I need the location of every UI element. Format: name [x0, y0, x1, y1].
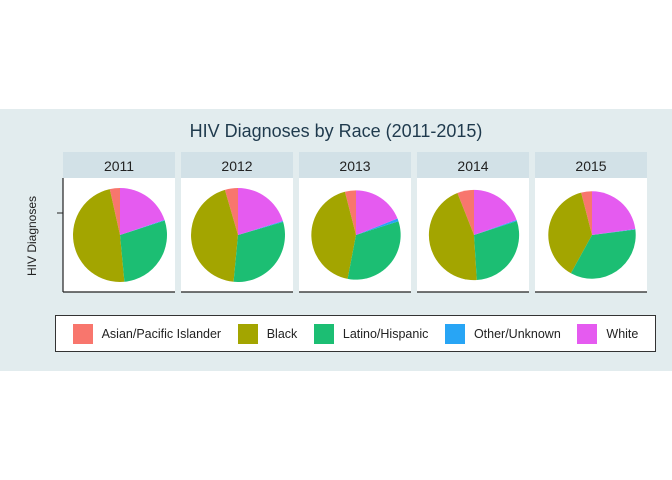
pie-slice-2015-white — [592, 191, 636, 235]
facet-label-2015: 2015 — [575, 158, 606, 174]
pie-slice-2015-asian-pacific-islander — [581, 191, 592, 235]
pie-slice-2011-black — [73, 189, 125, 282]
pie-slice-2011-asian-pacific-islander — [109, 187, 120, 235]
pie-slice-2013-black — [311, 191, 356, 279]
legend-item-latino-hispanic: Latino/Hispanic — [313, 323, 429, 344]
pie-slice-2011-other-unknown — [120, 219, 165, 235]
legend: Asian/Pacific Islander Black Latino/Hispan… — [55, 315, 656, 352]
chart-title: HIV Diagnoses by Race (2011-2015) — [189, 121, 483, 141]
pie-slice-2013-white — [356, 190, 398, 235]
facet-strip-2012 — [181, 152, 293, 178]
pie-slice-2012-black — [191, 189, 238, 282]
legend-label: Other/Unknown — [473, 326, 561, 341]
pie-slice-2012-white — [238, 188, 283, 235]
pie-slice-2013-asian-pacific-islander — [344, 190, 356, 235]
pie-slice-2011-white — [120, 188, 165, 235]
pie-slice-2015-latino-hispanic — [570, 229, 636, 279]
legend-swatch — [72, 323, 93, 344]
pie-slice-2014-latino-hispanic — [474, 221, 520, 281]
legend-item-black: Black — [237, 323, 298, 344]
facet-label-2011: 2011 — [104, 158, 134, 174]
facet-label-2014: 2014 — [457, 158, 488, 174]
legend-item-white: White — [577, 323, 639, 344]
pie-slice-2014-black — [428, 193, 477, 281]
pie-slice-2015-black — [548, 192, 592, 274]
facet-strip-2013 — [299, 152, 411, 178]
legend-swatch — [577, 323, 598, 344]
pie-slice-2013-other-unknown — [356, 218, 399, 235]
facet-strip-2014 — [417, 152, 529, 178]
legend-label: Asian/Pacific Islander — [101, 326, 222, 341]
facet-strip-2011 — [63, 152, 175, 178]
legend-swatch — [313, 323, 334, 344]
pie-slice-2012-asian-pacific-islander — [224, 188, 238, 235]
legend-swatch — [237, 323, 258, 344]
pie-slice-2014-white — [474, 189, 517, 235]
legend-label: White — [606, 326, 639, 341]
legend-item-other-unknown: Other/Unknown — [444, 323, 561, 344]
pie-slice-2013-latino-hispanic — [347, 221, 401, 280]
facet-label-2013: 2013 — [339, 158, 370, 174]
facet-strip-2015 — [535, 152, 647, 178]
pie-slice-2011-latino-hispanic — [120, 220, 167, 282]
legend-label: Latino/Hispanic — [342, 326, 429, 341]
facet-label-2012: 2012 — [221, 158, 252, 174]
legend-swatch — [444, 323, 465, 344]
pie-slice-2012-other-unknown — [238, 221, 284, 235]
pie-slice-2014-asian-pacific-islander — [457, 189, 474, 235]
pie-slice-2014-other-unknown — [474, 219, 517, 235]
pie-slice-2015-other-unknown — [592, 228, 636, 235]
pie-slice-2012-latino-hispanic — [233, 221, 285, 282]
legend-item-asian-pacific-islander: Asian/Pacific Islander — [72, 323, 222, 344]
legend-label: Black — [266, 326, 298, 341]
